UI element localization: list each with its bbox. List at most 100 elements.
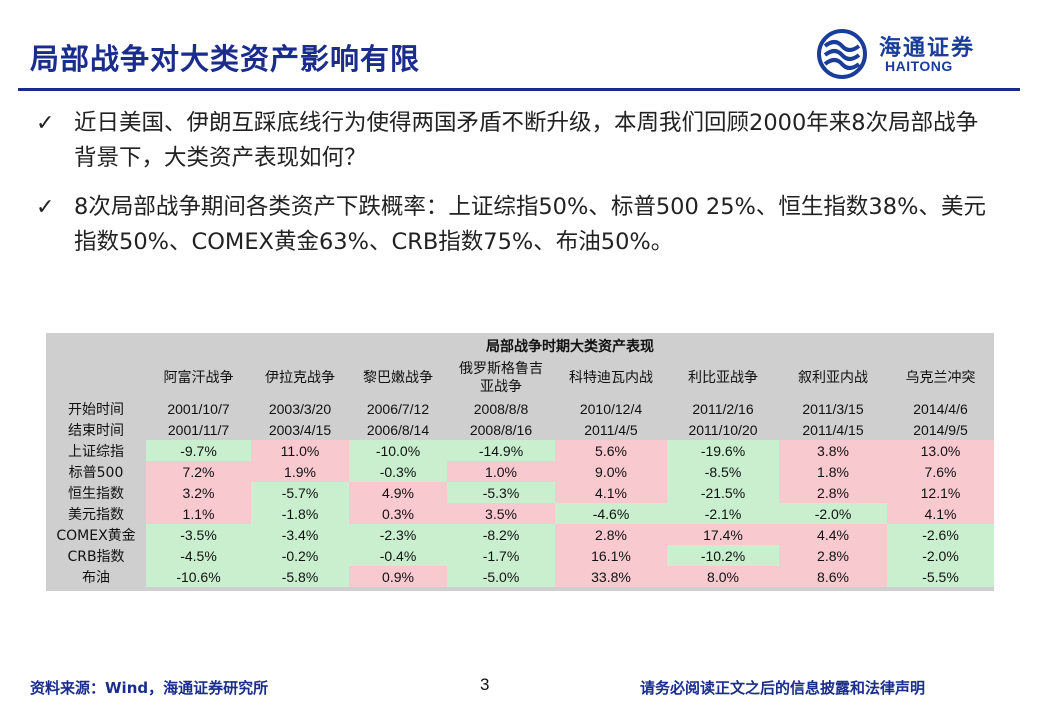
end-date-cell: 2008/8/16: [469, 421, 533, 438]
asset-value-cell: -5.7%: [251, 482, 349, 503]
asset-value-cell: 0.9%: [349, 566, 447, 587]
asset-value-cell: 12.1%: [887, 482, 994, 503]
asset-value-cell: -0.4%: [349, 545, 447, 566]
war-name-header: 俄罗斯格鲁吉亚战争: [459, 361, 543, 395]
asset-value-cell: -10.2%: [667, 545, 779, 566]
asset-value-cell: 33.8%: [555, 566, 667, 587]
asset-row: 美元指数 1.1% -1.8% 0.3% 3.5% -4.6% -2.1% -2.0% 4.1%: [46, 503, 994, 524]
bullet-item: ✓ 近日美国、伊朗互踩底线行为使得两国矛盾不断升级，本周我们回顾2000年来8次…: [36, 106, 996, 176]
asset-value-cell: 4.1%: [555, 482, 667, 503]
row-label: 结束时间: [68, 422, 124, 439]
title-divider: [18, 88, 1020, 91]
asset-row: 上证综指 -9.7% 11.0% -10.0% -14.9% 5.6% -19.6% 3.8%…: [46, 440, 994, 461]
asset-value-cell: 2.8%: [779, 482, 887, 503]
asset-value-cell: -9.7%: [146, 440, 251, 461]
end-date-cell: 2011/10/20: [688, 421, 758, 438]
asset-value-cell: 13.0%: [887, 440, 994, 461]
start-date-cell: 2011/3/15: [802, 400, 864, 417]
asset-value-cell: -3.4%: [251, 524, 349, 545]
end-date-cell: 2011/4/15: [802, 421, 864, 438]
table-title-row: 局部战争时期大类资产表现: [46, 333, 994, 358]
asset-value-cell: -3.5%: [146, 524, 251, 545]
bullet-text: 8次局部战争期间各类资产下跌概率：上证综指50%、标普500 25%、恒生指数3…: [74, 194, 986, 255]
asset-row: CRB指数 -4.5% -0.2% -0.4% -1.7% 16.1% -10.2% 2.8%…: [46, 545, 994, 566]
asset-value-cell: -4.5%: [146, 545, 251, 566]
asset-row: 恒生指数 3.2% -5.7% 4.9% -5.3% 4.1% -21.5% 2.8% 12.1…: [46, 482, 994, 503]
asset-name: 布油: [82, 569, 110, 586]
bullet-text: 近日美国、伊朗互踩底线行为使得两国矛盾不断升级，本周我们回顾2000年来8次局部…: [74, 110, 979, 171]
performance-table: 局部战争时期大类资产表现 阿富汗战争 伊拉克战争 黎巴嫩战争 俄罗斯格鲁吉亚战争 科特迪瓦…: [46, 333, 994, 587]
asset-value-cell: 3.8%: [779, 440, 887, 461]
logo-name-cn: 海通证券: [879, 35, 976, 61]
asset-value-cell: 5.6%: [555, 440, 667, 461]
page-number: 3: [480, 675, 490, 694]
asset-value-cell: 4.9%: [349, 482, 447, 503]
asset-value-cell: -21.5%: [667, 482, 779, 503]
end-date-cell: 2001/11/7: [167, 421, 230, 438]
asset-value-cell: -10.0%: [349, 440, 447, 461]
corner-cell: [46, 333, 146, 358]
end-date-cell: 2003/4/15: [268, 421, 332, 438]
asset-row: 布油 -10.6% -5.8% 0.9% -5.0% 33.8% 8.0% 8.6% -5.5%: [46, 566, 994, 587]
war-name-header: 利比亚战争: [688, 370, 758, 386]
asset-value-cell: -5.0%: [447, 566, 555, 587]
asset-value-cell: 1.1%: [146, 503, 251, 524]
war-name-header: 叙利亚内战: [798, 370, 868, 386]
table-title: 局部战争时期大类资产表现: [486, 338, 654, 355]
asset-value-cell: -8.2%: [447, 524, 555, 545]
asset-value-cell: 4.1%: [887, 503, 994, 524]
start-date-row: 开始时间 2001/10/7 2003/3/20 2006/7/12 2008/8/8 2…: [46, 398, 994, 419]
asset-row: COMEX黄金 -3.5% -3.4% -2.3% -8.2% 2.8% 17.4% 4.4%…: [46, 524, 994, 545]
corner-cell: [46, 358, 146, 398]
asset-value-cell: 3.5%: [447, 503, 555, 524]
asset-value-cell: -2.1%: [667, 503, 779, 524]
start-date-cell: 2001/10/7: [167, 400, 230, 417]
haitong-logo-icon: [817, 29, 867, 79]
asset-value-cell: -14.9%: [447, 440, 555, 461]
asset-name: 恒生指数: [68, 485, 124, 502]
asset-value-cell: -2.3%: [349, 524, 447, 545]
asset-value-cell: 16.1%: [555, 545, 667, 566]
asset-name: CRB指数: [67, 548, 125, 565]
end-date-cell: 2011/4/5: [584, 421, 638, 438]
asset-value-cell: 2.8%: [555, 524, 667, 545]
asset-name: 美元指数: [68, 506, 124, 523]
asset-name: 上证综指: [68, 443, 124, 460]
asset-value-cell: -19.6%: [667, 440, 779, 461]
asset-value-cell: -4.6%: [555, 503, 667, 524]
asset-name: 标普500: [68, 464, 124, 481]
asset-value-cell: 8.0%: [667, 566, 779, 587]
source-note: 资料来源：Wind，海通证券研究所: [30, 679, 269, 697]
asset-value-cell: -5.5%: [887, 566, 994, 587]
start-date-cell: 2003/3/20: [268, 400, 332, 417]
asset-value-cell: -8.5%: [667, 461, 779, 482]
checkmark-icon: ✓: [36, 111, 55, 136]
page-title: 局部战争对大类资产影响有限: [30, 42, 421, 76]
asset-performance-table: 局部战争时期大类资产表现 阿富汗战争 伊拉克战争 黎巴嫩战争 俄罗斯格鲁吉亚战争 科特迪瓦…: [46, 333, 994, 591]
war-name-header: 乌克兰冲突: [905, 370, 976, 386]
war-name-header: 科特迪瓦内战: [569, 370, 653, 386]
asset-value-cell: 3.2%: [146, 482, 251, 503]
war-header-row: 阿富汗战争 伊拉克战争 黎巴嫩战争 俄罗斯格鲁吉亚战争 科特迪瓦内战 利比亚战争 叙利亚内战…: [46, 358, 994, 398]
asset-value-cell: -2.6%: [887, 524, 994, 545]
start-date-cell: 2011/2/16: [692, 400, 754, 417]
start-date-cell: 2014/4/6: [913, 400, 968, 417]
end-date-cell: 2014/9/5: [913, 421, 968, 438]
asset-value-cell: 4.4%: [779, 524, 887, 545]
start-date-cell: 2006/7/12: [366, 400, 430, 417]
war-name-header: 黎巴嫩战争: [363, 370, 433, 386]
asset-value-cell: 1.0%: [447, 461, 555, 482]
row-label: 开始时间: [68, 401, 124, 418]
asset-value-cell: -2.0%: [779, 503, 887, 524]
bullet-item: ✓ 8次局部战争期间各类资产下跌概率：上证综指50%、标普500 25%、恒生指…: [36, 190, 996, 260]
disclaimer-note: 请务必阅读正文之后的信息披露和法律声明: [640, 679, 926, 697]
end-date-cell: 2006/8/14: [366, 421, 430, 438]
asset-value-cell: -5.8%: [251, 566, 349, 587]
asset-value-cell: 7.2%: [146, 461, 251, 482]
war-name-header: 阿富汗战争: [163, 370, 234, 386]
asset-value-cell: 2.8%: [779, 545, 887, 566]
asset-value-cell: 17.4%: [667, 524, 779, 545]
asset-value-cell: -0.2%: [251, 545, 349, 566]
asset-value-cell: 7.6%: [887, 461, 994, 482]
asset-value-cell: -1.8%: [251, 503, 349, 524]
